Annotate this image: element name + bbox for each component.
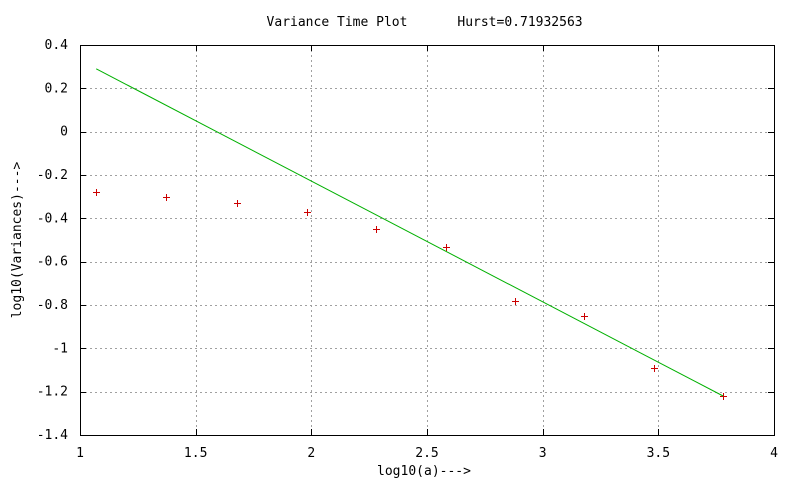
y-tick-label: -0.2	[37, 168, 68, 183]
x-tick-label: 2.5	[415, 446, 438, 461]
data-point	[651, 365, 658, 372]
x-tick-label: 2	[307, 446, 315, 461]
x-tick-label: 3.5	[647, 446, 670, 461]
y-tick-label: -1.4	[37, 428, 68, 443]
data-point	[163, 194, 170, 201]
y-tick-label: -0.6	[37, 255, 68, 270]
data-point	[581, 313, 588, 320]
x-axis-label: log10(a)--->	[377, 464, 471, 479]
fit-line	[95, 68, 724, 397]
grid	[80, 45, 774, 435]
x-tick-label: 1.5	[184, 446, 207, 461]
y-tick-label: 0.4	[45, 38, 69, 53]
data-point	[373, 226, 380, 233]
data-point	[304, 209, 311, 216]
data-point	[443, 244, 450, 251]
y-tick-label: -0.8	[37, 298, 68, 313]
data-point	[512, 298, 519, 305]
axis-ticks	[80, 45, 775, 436]
y-tick-label: 0.2	[45, 81, 68, 96]
data-point	[93, 189, 100, 196]
y-tick-label: -1	[52, 341, 68, 356]
y-tick-label: 0	[60, 125, 68, 140]
chart-title: Variance Time Plot	[267, 15, 408, 30]
y-tick-label: -0.4	[37, 211, 68, 226]
tick-labels: 1 1.5 2 2.5 3 3.5 4 0.4 0.2 0 -0.2 -0.4 -0.6 -0.8 -1 -1…	[37, 38, 778, 461]
x-tick-label: 4	[770, 446, 778, 461]
y-axis-label: log10(Variances)--->	[10, 162, 25, 319]
y-tick-label: -1.2	[37, 385, 68, 400]
data-series	[93, 68, 727, 400]
data-point	[720, 393, 727, 400]
x-tick-label: 3	[539, 446, 547, 461]
data-point	[234, 200, 241, 207]
x-tick-label: 1	[76, 446, 84, 461]
hurst-label: Hurst=0.71932563	[457, 15, 582, 30]
